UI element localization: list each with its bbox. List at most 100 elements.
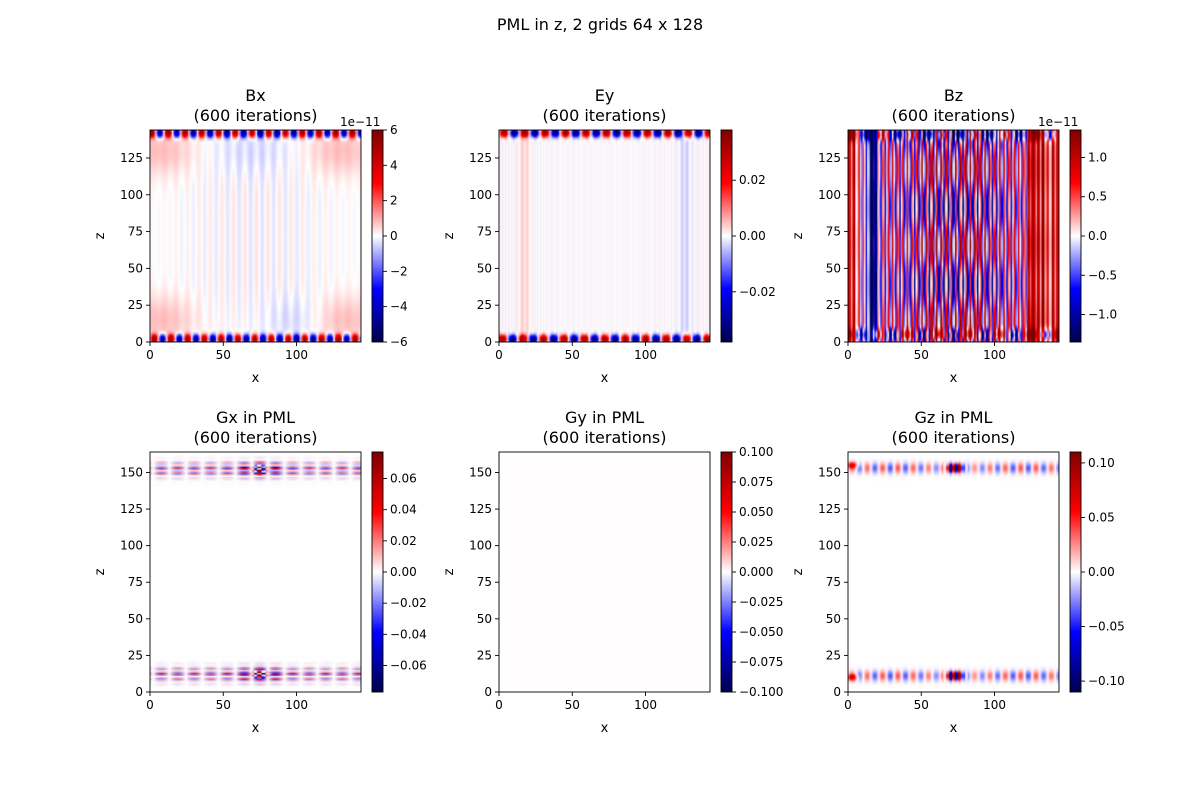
x-tick-label: 50	[914, 348, 929, 362]
colorbar-tick-label: −0.02	[390, 596, 427, 610]
y-tick-label: 50	[477, 612, 492, 626]
x-tick-label: 0	[495, 698, 503, 712]
colorbar-tick-label: 0.0	[1088, 229, 1107, 243]
x-tick-label: 100	[285, 348, 308, 362]
axes-frame	[149, 129, 362, 343]
x-tick-label: 100	[285, 698, 308, 712]
y-axis-label: z	[93, 568, 108, 575]
colorbar-tick-label: −0.10	[1088, 674, 1125, 688]
panel-title: Ey	[595, 86, 615, 105]
x-tick-label: 0	[495, 348, 503, 362]
axes-frame	[847, 451, 1060, 693]
colorbar-tick-label: 0	[390, 229, 398, 243]
heatmap-image	[848, 452, 1059, 692]
y-tick-label: 0	[833, 335, 841, 349]
y-tick-label: 50	[826, 612, 841, 626]
colorbar-offset-label: 1e−11	[340, 115, 380, 129]
panel-ey: Ey(600 iterations) 0 50 100 0 25 50 75 100 125 x z −…	[442, 86, 776, 386]
y-tick-label: 50	[477, 261, 492, 275]
y-tick-label: 25	[128, 298, 143, 312]
y-tick-label: 125	[120, 502, 143, 516]
colorbar-tick-label: 1.0	[1088, 150, 1107, 164]
figure-suptitle: PML in z, 2 grids 64 x 128	[497, 15, 703, 34]
panel-title: Bz	[944, 86, 963, 105]
x-tick-label: 50	[914, 698, 929, 712]
colorbar-tick-label: −0.04	[390, 627, 427, 641]
colorbar-tick-label: −0.05	[1088, 620, 1125, 634]
y-tick-label: 150	[469, 465, 492, 479]
panel-gx-in-pml: Gx in PML(600 iterations) 0 50 100 0 25 50 75 10…	[93, 408, 427, 736]
heatmap-image	[150, 452, 361, 692]
y-tick-label: 125	[469, 151, 492, 165]
colorbar-tick-label: −6	[390, 335, 408, 349]
colorbar-tick-label: 0.075	[739, 475, 773, 489]
x-tick-label: 50	[216, 698, 231, 712]
y-tick-label: 25	[128, 648, 143, 662]
colorbar-tick-label: 4	[390, 158, 398, 172]
colorbar-tick-label: −0.025	[739, 595, 783, 609]
colorbar-tick-label: −0.075	[739, 655, 783, 669]
panel-subtitle: (600 iterations)	[542, 106, 666, 125]
colorbar	[720, 129, 733, 343]
y-tick-label: 100	[120, 188, 143, 202]
x-tick-label: 100	[983, 348, 1006, 362]
axes-frame	[498, 129, 711, 343]
axes-frame	[847, 129, 1060, 343]
colorbar-tick-label: 0.5	[1088, 190, 1107, 204]
x-tick-label: 0	[844, 698, 852, 712]
x-tick-label: 50	[565, 698, 580, 712]
colorbar	[720, 451, 733, 693]
colorbar-tick-label: 0.02	[739, 173, 766, 187]
y-tick-label: 75	[128, 225, 143, 239]
y-tick-label: 0	[484, 335, 492, 349]
y-tick-label: 25	[826, 648, 841, 662]
y-tick-label: 75	[477, 575, 492, 589]
colorbar-tick-label: 0.00	[1088, 565, 1115, 579]
y-axis-label: z	[791, 568, 806, 575]
colorbar-tick-label: −1.0	[1088, 308, 1117, 322]
colorbar-tick-label: 0.025	[739, 535, 773, 549]
y-tick-label: 100	[469, 188, 492, 202]
y-tick-label: 150	[818, 465, 841, 479]
colorbar-tick-label: 0.02	[390, 534, 417, 548]
colorbar	[371, 451, 384, 693]
y-tick-label: 100	[469, 539, 492, 553]
colorbar-tick-label: 0.05	[1088, 510, 1115, 524]
x-axis-label: x	[601, 721, 609, 736]
colorbar-tick-label: −0.100	[739, 685, 783, 699]
y-tick-label: 75	[826, 225, 841, 239]
y-axis-label: z	[442, 232, 457, 239]
colorbar	[371, 129, 384, 343]
y-tick-label: 25	[477, 648, 492, 662]
colorbar-offset-label: 1e−11	[1038, 115, 1078, 129]
heatmap-image	[499, 130, 710, 342]
colorbar-tick-label: 0.000	[739, 565, 773, 579]
panel-title: Gz in PML	[915, 408, 993, 427]
colorbar-tick-label: 0.00	[390, 565, 417, 579]
y-tick-label: 0	[833, 685, 841, 699]
panel-gz-in-pml: Gz in PML(600 iterations) 0 50 100 0 25 50 75 10…	[791, 408, 1125, 736]
colorbar-tick-label: 0.04	[390, 503, 417, 517]
x-tick-label: 50	[565, 348, 580, 362]
y-tick-label: 100	[120, 539, 143, 553]
x-tick-label: 0	[844, 348, 852, 362]
x-axis-label: x	[252, 721, 260, 736]
colorbar-tick-label: −0.5	[1088, 268, 1117, 282]
heatmap-image	[499, 452, 710, 692]
y-tick-label: 125	[120, 151, 143, 165]
x-tick-label: 100	[634, 348, 657, 362]
y-tick-label: 100	[818, 188, 841, 202]
panel-title: Gx in PML	[216, 408, 295, 427]
colorbar-tick-label: 0.06	[390, 471, 417, 485]
axes-frame	[149, 451, 362, 693]
panel-title: Bx	[245, 86, 265, 105]
y-tick-label: 125	[818, 151, 841, 165]
colorbar-tick-label: −0.050	[739, 625, 783, 639]
y-tick-label: 25	[826, 298, 841, 312]
panel-subtitle: (600 iterations)	[193, 428, 317, 447]
heatmap-image	[848, 130, 1059, 342]
y-tick-label: 75	[477, 225, 492, 239]
colorbar	[1069, 451, 1082, 693]
y-tick-label: 50	[826, 261, 841, 275]
